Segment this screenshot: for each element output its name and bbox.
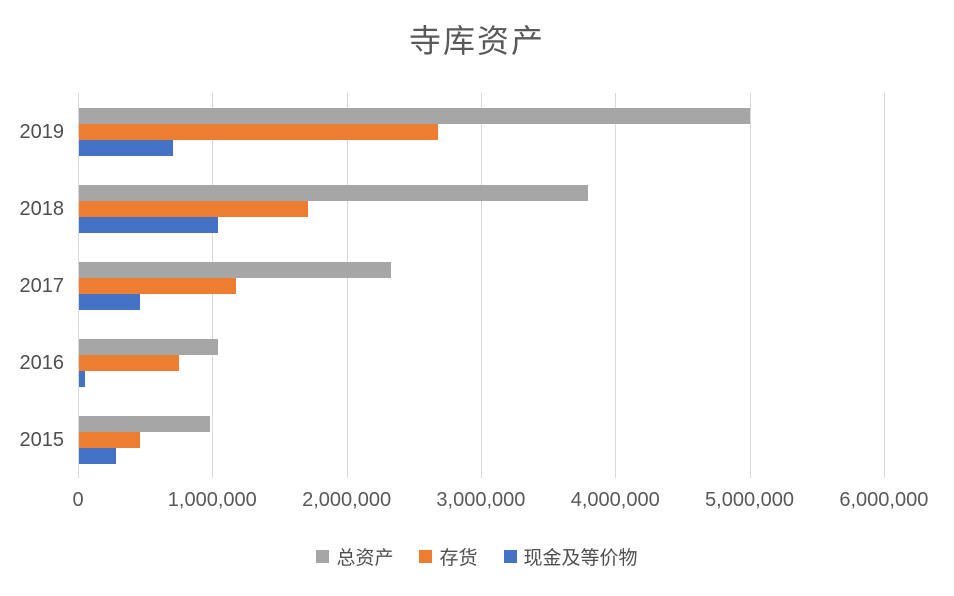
x-axis-tick-label: 0: [72, 489, 84, 511]
legend-swatch-icon: [419, 550, 433, 563]
bar-存货-2017: [79, 277, 237, 294]
legend-label: 总资产: [336, 548, 394, 569]
bar-现金及等价物-2017: [79, 293, 140, 310]
x-axis-tick-label: 2,000,000: [302, 489, 392, 511]
x-axis-tick-label: 4,000,000: [570, 489, 660, 511]
legend-item-总资产: 总资产: [316, 543, 393, 570]
bar-现金及等价物-2019: [79, 139, 174, 156]
x-gridline: [883, 93, 885, 478]
x-gridline: [346, 93, 348, 478]
bar-现金及等价物-2018: [79, 216, 218, 233]
legend-item-存货: 存货: [419, 543, 478, 570]
x-axis-tick-label: 6,000,000: [839, 489, 929, 511]
bar-现金及等价物-2016: [79, 370, 86, 387]
x-axis-tick-label: 1,000,000: [167, 489, 257, 511]
bar-现金及等价物-2015: [79, 447, 116, 464]
bar-存货-2015: [79, 431, 140, 448]
bar-存货-2019: [79, 123, 438, 140]
x-axis-tick-label: 5,000,000: [705, 489, 795, 511]
y-axis-category-label: 2017: [19, 274, 65, 297]
bar-存货-2018: [79, 200, 308, 217]
bar-总资产-2016: [79, 338, 218, 355]
y-axis-category-label: 2019: [19, 120, 65, 143]
bar-总资产-2018: [79, 184, 589, 201]
x-axis-tick-label: 3,000,000: [436, 489, 526, 511]
bar-总资产-2017: [79, 261, 391, 278]
legend-label: 现金及等价物: [523, 548, 638, 569]
legend-swatch-icon: [503, 550, 517, 563]
legend-label: 存货: [439, 548, 478, 569]
bar-总资产-2019: [79, 107, 750, 124]
legend-swatch-icon: [316, 550, 330, 563]
y-axis-category-label: 2016: [19, 351, 65, 374]
y-axis-category-label: 2015: [19, 428, 65, 451]
x-gridline: [480, 93, 482, 478]
legend-item-现金及等价物: 现金及等价物: [503, 543, 638, 570]
bar-总资产-2015: [79, 415, 210, 432]
chart-legend: 总资产 存货 现金及等价物: [0, 543, 954, 570]
y-axis-category-label: 2018: [19, 197, 65, 220]
x-gridline: [78, 93, 79, 478]
chart-title: 寺库资产: [408, 23, 545, 59]
x-gridline: [749, 93, 751, 478]
bar-存货-2016: [79, 354, 179, 371]
x-gridline: [615, 93, 617, 478]
